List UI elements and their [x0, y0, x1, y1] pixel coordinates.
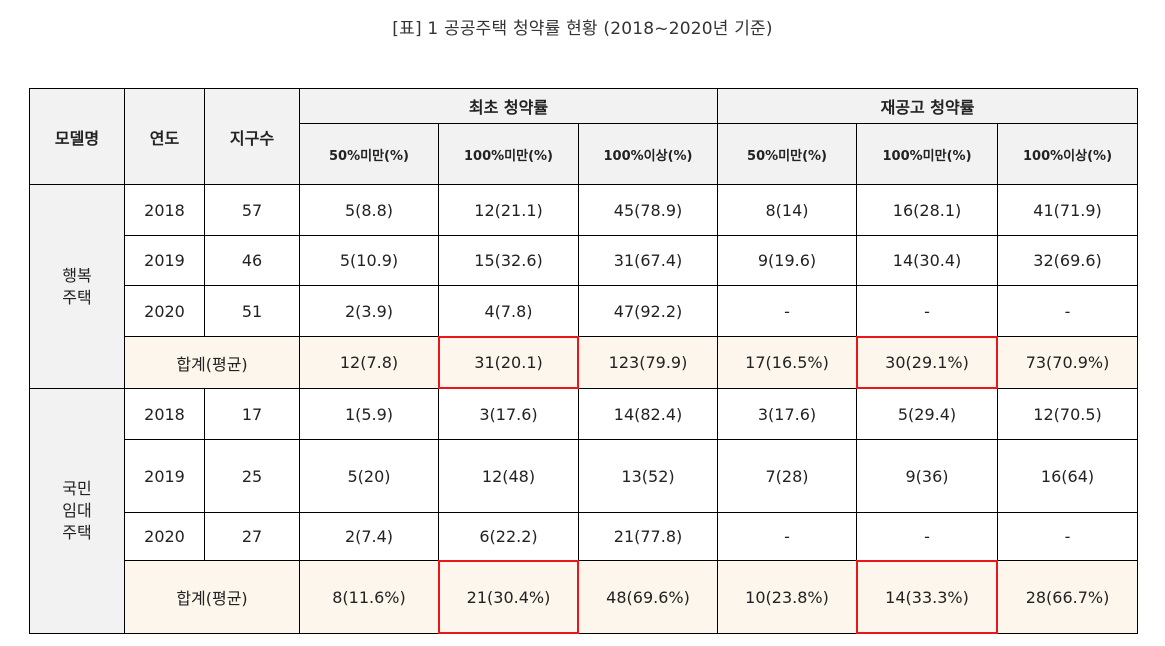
value-cell: 12(48): [438, 439, 579, 513]
header-initial-rate: 최초 청약률: [298, 88, 719, 124]
model-name-line: 주택: [62, 523, 92, 542]
header-reannounce-rate: 재공고 청약률: [717, 88, 1139, 124]
header-districts: 지구수: [204, 88, 300, 185]
value-cell: 3(17.6): [438, 388, 579, 440]
value-cell: 9(19.6): [717, 235, 858, 286]
districts-cell: 51: [204, 285, 300, 337]
value-cell: 2(3.9): [299, 285, 439, 337]
year-cell: 2018: [124, 388, 205, 440]
value-cell: 8(14): [717, 184, 858, 236]
value-cell: 14(82.4): [577, 388, 719, 440]
model-name-happy-housing: 행복 주택: [29, 184, 125, 389]
total-cell-highlighted: 30(29.1%): [856, 336, 999, 390]
table-caption: [표] 1 공공주택 청약률 현황 (2018~2020년 기준): [392, 19, 773, 39]
table-row: 2019 46 5(10.9) 15(32.6) 31(67.4) 9(19.6…: [30, 235, 1139, 286]
value-cell: 14(30.4): [856, 235, 999, 286]
total-cell: 28(66.7%): [997, 560, 1139, 634]
total-label: 합계(평균): [124, 560, 300, 634]
value-cell: 32(69.6): [997, 235, 1139, 286]
value-cell: -: [856, 512, 999, 561]
table-row: 행복 주택 2018 57 5(8.8) 12(21.1) 45(78.9) 8…: [29, 184, 1139, 389]
header-reannounce-under50: 50%미만(%): [717, 123, 858, 185]
value-cell: 4(7.8): [438, 285, 579, 337]
total-row: 합계(평균) 8(11.6%) 21(30.4%) 48(69.6%) 10(2…: [30, 560, 1139, 635]
value-cell: 3(17.6): [717, 388, 858, 440]
value-cell: 6(22.2): [438, 512, 579, 561]
header-row-2: 50%미만(%) 100%미만(%) 100%이상(%) 50%미만(%) 10…: [30, 123, 1139, 185]
districts-cell: 46: [204, 235, 300, 286]
total-label: 합계(평균): [124, 336, 300, 389]
value-cell: 21(77.8): [577, 512, 719, 561]
value-cell: 5(29.4): [856, 388, 999, 440]
header-reannounce-over100: 100%이상(%): [997, 123, 1139, 185]
model-name-line: 주택: [62, 287, 92, 307]
value-cell: 9(36): [856, 439, 999, 513]
total-cell: 73(70.9%): [997, 336, 1139, 389]
total-cell: 17(16.5%): [717, 336, 858, 389]
total-cell: 10(23.8%): [717, 560, 858, 634]
total-cell: 8(11.6%): [299, 560, 439, 634]
header-row-1: 모델명 연도 지구수 최초 청약률 재공고 청약률: [29, 88, 1139, 185]
value-cell: 5(10.9): [299, 235, 439, 286]
value-cell: 1(5.9): [299, 388, 439, 440]
header-initial-under100: 100%미만(%): [438, 123, 579, 185]
value-cell: 12(70.5): [997, 388, 1139, 440]
total-cell: 123(79.9): [577, 336, 719, 389]
total-cell-highlighted: 31(20.1): [438, 336, 580, 390]
districts-cell: 17: [204, 388, 300, 440]
total-cell: 48(69.6%): [577, 560, 719, 634]
model-name-national-rental: 국민 임대 주택: [29, 388, 125, 634]
value-cell: 2(7.4): [299, 512, 439, 561]
total-cell: 12(7.8): [299, 336, 439, 389]
value-cell: -: [717, 285, 858, 337]
value-cell: 5(8.8): [299, 184, 439, 236]
value-cell: -: [717, 512, 858, 561]
table-row: 국민 임대 주택 2018 17 1(5.9) 3(17.6) 14(82.4)…: [29, 388, 1139, 634]
total-cell-highlighted: 21(30.4%): [438, 560, 580, 635]
subscription-rate-table: 모델명 연도 지구수 최초 청약률 재공고 청약률 50%미만(%) 100%미…: [29, 88, 1139, 635]
header-model: 모델명: [29, 88, 125, 185]
total-row: 합계(평균) 12(7.8) 31(20.1) 123(79.9) 17(16.…: [30, 336, 1139, 390]
districts-cell: 27: [204, 512, 300, 561]
model-name-line: 국민: [62, 479, 92, 498]
districts-cell: 25: [204, 439, 300, 513]
year-cell: 2020: [124, 512, 205, 561]
value-cell: 12(21.1): [438, 184, 579, 236]
header-initial-under50: 50%미만(%): [299, 123, 439, 185]
value-cell: 45(78.9): [577, 184, 719, 236]
model-name-line: 행복: [62, 265, 92, 285]
value-cell: 16(64): [997, 439, 1139, 513]
total-cell-highlighted: 14(33.3%): [856, 560, 999, 635]
districts-cell: 57: [204, 184, 300, 236]
value-cell: 7(28): [717, 439, 858, 513]
year-cell: 2019: [124, 235, 205, 286]
year-cell: 2019: [124, 439, 205, 513]
year-cell: 2020: [124, 285, 205, 337]
year-cell: 2018: [124, 184, 205, 236]
table-row: 2019 25 5(20) 12(48) 13(52) 7(28) 9(36) …: [30, 439, 1139, 513]
value-cell: 16(28.1): [856, 184, 999, 236]
value-cell: 31(67.4): [577, 235, 719, 286]
value-cell: 15(32.6): [438, 235, 579, 286]
model-name-line: 임대: [62, 501, 92, 520]
value-cell: 5(20): [299, 439, 439, 513]
table-row: 2020 27 2(7.4) 6(22.2) 21(77.8) - - -: [30, 512, 1139, 561]
value-cell: 41(71.9): [997, 184, 1139, 236]
table-row: 2020 51 2(3.9) 4(7.8) 47(92.2) - - -: [30, 285, 1139, 337]
value-cell: -: [997, 512, 1139, 561]
value-cell: -: [856, 285, 999, 337]
value-cell: 13(52): [577, 439, 719, 513]
value-cell: -: [997, 285, 1139, 337]
header-initial-over100: 100%이상(%): [577, 123, 719, 185]
value-cell: 47(92.2): [577, 285, 719, 337]
header-reannounce-under100: 100%미만(%): [856, 123, 999, 185]
header-year: 연도: [124, 88, 205, 185]
